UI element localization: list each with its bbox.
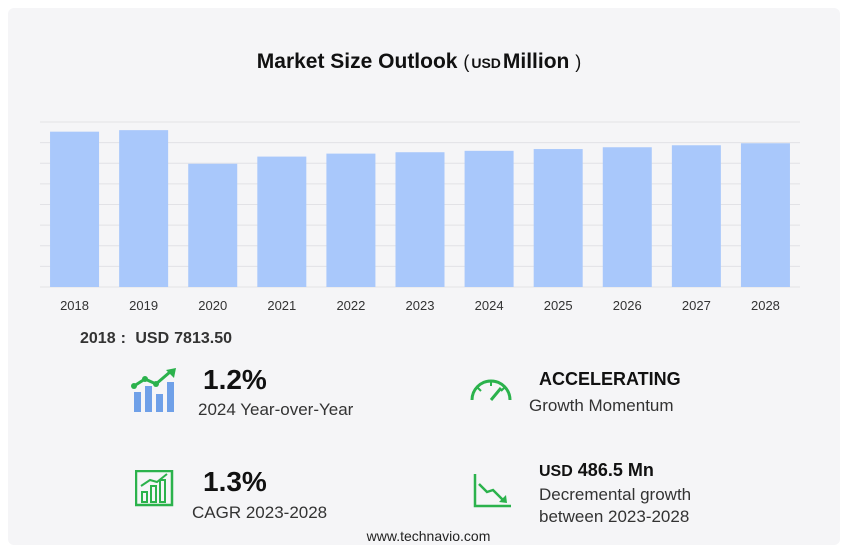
- bar-growth-icon: [131, 368, 176, 412]
- x-tick-label: 2018: [60, 298, 89, 313]
- decline-chart-icon: [473, 474, 511, 508]
- bar-2023: [395, 152, 445, 287]
- x-tick-label: 2024: [475, 298, 504, 313]
- bar-2018: [50, 131, 100, 287]
- footer-site: www.technavio.com: [366, 528, 491, 544]
- speedometer-icon: [470, 379, 512, 401]
- bar-2025: [533, 149, 583, 287]
- bar-2021: [257, 156, 307, 287]
- bar-2026: [602, 147, 652, 287]
- cagr-chart-icon: [135, 470, 174, 507]
- bar-2024: [464, 150, 514, 287]
- x-tick-label: 2027: [682, 298, 711, 313]
- x-tick-label: 2026: [613, 298, 642, 313]
- x-tick-label: 2023: [406, 298, 435, 313]
- momentum-caption: Growth Momentum: [529, 396, 674, 415]
- growth-caption: Decremental growth between 2023-2028: [539, 485, 692, 526]
- bar-2028: [740, 143, 790, 287]
- x-tick-label: 2019: [129, 298, 158, 313]
- x-tick-label: 2025: [544, 298, 573, 313]
- x-tick-label: 2020: [198, 298, 227, 313]
- momentum-value: ACCELERATING: [539, 369, 681, 389]
- growth-value: USD 486.5 Mn: [539, 460, 654, 480]
- cagr-value: 1.3%: [203, 466, 267, 497]
- chart-title: Market Size Outlook (USDMillion ): [256, 50, 582, 73]
- bar-2027: [671, 145, 721, 287]
- yoy-caption: 2024 Year-over-Year: [198, 400, 354, 419]
- base-year-value: 2018: USD 7813.50: [80, 330, 232, 347]
- bar-chart: 2018 2019 2020 2021 2022 2023 2024 2025 2026 2027…: [40, 121, 800, 313]
- x-tick-label: 2028: [751, 298, 780, 313]
- bar-2022: [326, 153, 376, 287]
- x-tick-label: 2021: [267, 298, 296, 313]
- bar-2019: [119, 130, 169, 287]
- bar-2020: [188, 163, 238, 287]
- cagr-caption: CAGR 2023-2028: [192, 503, 328, 522]
- x-tick-label: 2022: [336, 298, 365, 313]
- yoy-value: 1.2%: [203, 364, 267, 395]
